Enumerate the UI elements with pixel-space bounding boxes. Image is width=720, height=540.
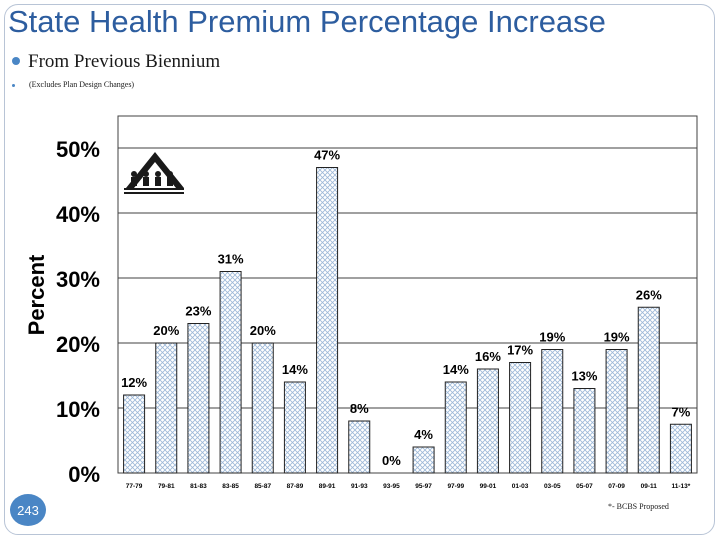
- triangle-figures-logo-icon: [124, 152, 184, 194]
- x-tick-label: 87-89: [287, 483, 304, 490]
- x-tick-label: 85-87: [254, 483, 271, 490]
- data-label: 12%: [121, 375, 147, 390]
- data-label: 20%: [153, 323, 179, 338]
- x-tick-label: 05-07: [576, 483, 593, 490]
- data-label: 19%: [604, 330, 630, 345]
- bar: [348, 420, 371, 474]
- bar: [316, 167, 339, 474]
- y-tick-label: 20%: [56, 332, 100, 357]
- x-tick-label: 11-13*: [672, 483, 691, 490]
- bullet-sub: (Excludes Plan Design Changes): [12, 80, 134, 89]
- data-label: 14%: [443, 362, 469, 377]
- bar: [123, 394, 146, 474]
- bar: [573, 388, 596, 474]
- x-tick-label: 81-83: [190, 483, 207, 490]
- x-tick-label: 97-99: [447, 483, 464, 490]
- bar: [605, 349, 628, 474]
- x-tick-label: 77-79: [126, 483, 143, 490]
- bar: [219, 271, 242, 474]
- y-tick-label: 30%: [56, 267, 100, 292]
- bar: [541, 349, 564, 474]
- bar: [412, 446, 435, 474]
- y-tick-label: 0%: [68, 462, 100, 487]
- data-label: 4%: [414, 427, 433, 442]
- x-tick-label: 95-97: [415, 483, 432, 490]
- x-tick-label: 83-85: [222, 483, 239, 490]
- x-tick-label: 09-11: [641, 483, 658, 490]
- plot-frame: [117, 115, 698, 474]
- data-label: 7%: [672, 404, 691, 419]
- bar: [155, 342, 178, 474]
- data-label: 0%: [382, 453, 401, 468]
- bar: [637, 306, 660, 474]
- x-tick-label: 79-81: [158, 483, 175, 490]
- data-label: 19%: [539, 330, 565, 345]
- axes: 0% 10% 20% 30% 40% 50% Percent 77-79 79-81 81-83 8…: [24, 137, 691, 490]
- data-labels: 12% 20% 23% 31% 20% 14% 47% 8% 0% 4% 14% 16% 17% 19% 1…: [121, 148, 691, 469]
- x-tick-label: 93-95: [383, 483, 400, 490]
- x-tick-label: 07-09: [608, 483, 625, 490]
- data-label: 8%: [350, 401, 369, 416]
- bullet-main: From Previous Biennium: [12, 51, 220, 73]
- bar: [444, 381, 467, 474]
- footnote: *- BCBS Proposed: [608, 502, 669, 511]
- bar: [187, 323, 210, 474]
- x-tick-label: 01-03: [512, 483, 529, 490]
- x-tick-label: 89-91: [319, 483, 336, 490]
- y-tick-label: 40%: [56, 202, 100, 227]
- data-label: 23%: [185, 304, 211, 319]
- y-axis-label: Percent: [24, 254, 49, 335]
- bar: [476, 368, 499, 474]
- x-tick-label: 03-05: [544, 483, 561, 490]
- bar: [669, 423, 692, 474]
- data-label: 14%: [282, 362, 308, 377]
- data-label: 16%: [475, 349, 501, 364]
- bullet-dot-icon: [12, 83, 15, 87]
- data-label: 47%: [314, 148, 340, 163]
- bar: [283, 381, 306, 474]
- data-label: 20%: [250, 323, 276, 338]
- data-label: 13%: [571, 369, 597, 384]
- bar: [509, 362, 532, 474]
- data-label: 26%: [636, 287, 662, 302]
- data-label: 17%: [507, 343, 533, 358]
- bar: [251, 342, 274, 474]
- bullet-main-text: From Previous Biennium: [28, 51, 221, 72]
- x-tick-label: 91-93: [351, 483, 368, 490]
- slide-title: State Health Premium Percentage Increase: [8, 4, 606, 39]
- gridlines: [117, 115, 698, 474]
- bars: [123, 167, 692, 474]
- y-tick-label: 10%: [56, 397, 100, 422]
- bullet-sub-text: (Excludes Plan Design Changes): [29, 80, 135, 89]
- x-tick-label: 99-01: [480, 483, 497, 490]
- page-number-badge: 243: [10, 494, 46, 526]
- y-tick-label: 50%: [56, 137, 100, 162]
- slide-frame: [4, 4, 715, 535]
- bullet-dot-icon: [12, 56, 20, 65]
- data-label: 31%: [218, 252, 244, 267]
